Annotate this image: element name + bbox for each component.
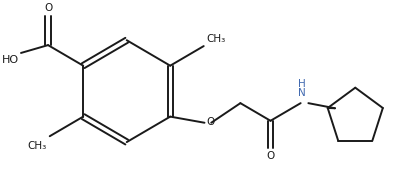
Text: HO: HO [2,55,19,65]
Text: O: O [267,151,275,161]
Text: O: O [44,3,52,13]
Text: H
N: H N [298,79,305,98]
Text: O: O [206,117,215,127]
Text: CH₃: CH₃ [28,141,47,151]
Text: CH₃: CH₃ [207,34,226,44]
